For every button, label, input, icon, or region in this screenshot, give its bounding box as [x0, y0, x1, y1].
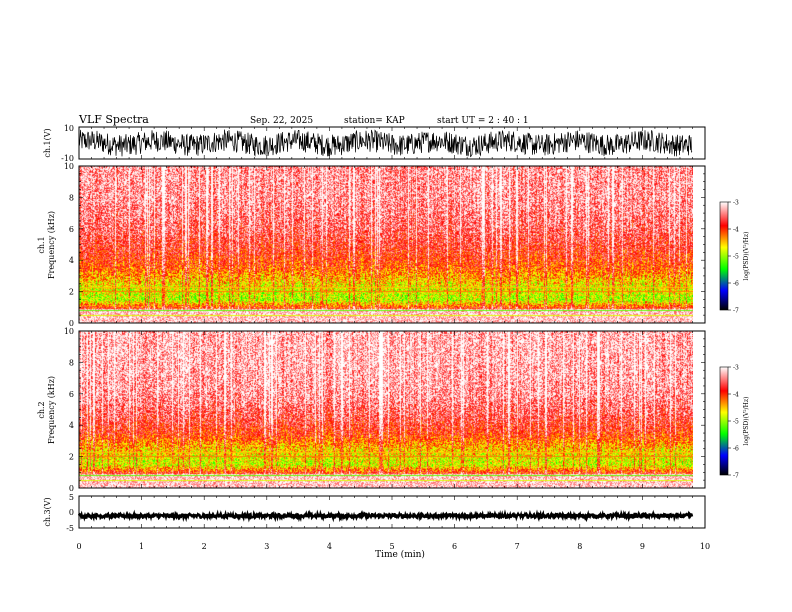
colorbar-tick-label: -4	[733, 392, 739, 399]
ch1-waveform-ylabel: ch.1(V)	[43, 128, 52, 157]
y-tick-label: 0	[69, 484, 74, 493]
ch1-spec-yticks: 0 2 4 6 8 10	[64, 162, 705, 328]
ch2-spectrogram-image	[79, 331, 693, 488]
colorbar-tick-label: -5	[733, 254, 739, 261]
y-tick-label: 0	[69, 319, 74, 328]
ch2-spec-yticks: 0 2 4 6 8 10	[64, 327, 705, 493]
colorbar-ch1-scale	[719, 201, 729, 311]
ch3-waveform-ylabel: ch.3(V)	[43, 497, 52, 526]
y-tick-label: 4	[69, 256, 74, 265]
time-axis: 0 1 2 3 4 5 6 7 8 9 10	[76, 127, 710, 551]
colorbar-ch2: -3 -4 -5 -6 -7 log(PSD)(V²/Hz)	[719, 365, 750, 480]
colorbar-tick-label: -5	[733, 419, 739, 426]
colorbar-ch1: -3 -4 -5 -6 -7 log(PSD)(V²/Hz)	[719, 200, 750, 315]
colorbar-ch2-scale	[719, 366, 729, 476]
y-tick-label: 8	[69, 358, 74, 367]
ch1-spec-ylabel-channel: ch.1	[37, 236, 46, 253]
panel-ch1-waveform: 10 -10 ch.1(V)	[43, 124, 706, 163]
x-tick-label: 4	[327, 542, 332, 551]
station-label: station= KAP	[344, 116, 405, 126]
ch1-ytick-bottom: -10	[61, 154, 74, 163]
colorbar-ch1-label: log(PSD)(V²/Hz)	[743, 232, 750, 281]
ch2-spec-ylabel-channel: ch.2	[37, 401, 46, 418]
x-tick-label: 3	[264, 542, 269, 551]
ch3-ytick-mid: 0	[69, 508, 74, 517]
colorbar-tick-label: -7	[733, 473, 739, 480]
x-tick-label: 6	[452, 542, 457, 551]
y-tick-label: 2	[69, 288, 74, 297]
ch1-spectrogram-image	[79, 166, 693, 323]
colorbar-tick-label: -6	[733, 446, 739, 453]
start-time-label: start UT = 2 : 40 : 1	[437, 116, 529, 126]
ch3-ytick-top: 5	[69, 493, 74, 502]
x-tick-label: 5	[389, 542, 394, 551]
x-tick-label: 8	[577, 542, 582, 551]
panel-ch2-spectrogram: 0 2 4 6 8 10 ch.2 Frequency (kHz)	[37, 327, 706, 493]
y-tick-label: 10	[64, 327, 74, 336]
colorbar-ch2-ticks: -3 -4 -5 -6 -7	[728, 365, 739, 480]
y-tick-label: 6	[69, 225, 74, 234]
ch2-spec-ylabel-freq: Frequency (kHz)	[47, 376, 56, 444]
time-axis-label: Time (min)	[375, 549, 425, 560]
colorbar-ch1-ticks: -3 -4 -5 -6 -7	[728, 200, 739, 315]
x-tick-label: 0	[76, 542, 81, 551]
ch1-waveform-line	[78, 129, 693, 158]
x-tick-label: 1	[139, 542, 144, 551]
ch1-spec-ylabel-freq: Frequency (kHz)	[47, 211, 56, 279]
ch3-waveform-frame	[78, 495, 706, 529]
x-tick-label: 2	[202, 542, 207, 551]
panel-ch1-spectrogram: 0 2 4 6 8 10 ch.1 Frequency (kHz)	[37, 162, 706, 328]
y-tick-label: 10	[64, 162, 74, 171]
colorbar-tick-label: -7	[733, 308, 739, 315]
ch3-waveform-line	[77, 509, 694, 523]
y-tick-label: 6	[69, 390, 74, 399]
colorbar-tick-label: -3	[733, 200, 739, 207]
x-tick-label: 9	[640, 542, 645, 551]
y-tick-label: 4	[69, 421, 74, 430]
colorbar-tick-label: -4	[733, 227, 739, 234]
colorbar-tick-label: -3	[733, 365, 739, 372]
y-tick-label: 2	[69, 453, 74, 462]
colorbar-tick-label: -6	[733, 281, 739, 288]
ch1-ytick-top: 10	[64, 124, 74, 133]
x-tick-label: 10	[700, 542, 710, 551]
figure-title: VLF Spectra	[78, 113, 149, 126]
y-tick-label: 8	[69, 193, 74, 202]
date-label: Sep. 22, 2025	[250, 116, 313, 126]
colorbar-ch2-label: log(PSD)(V²/Hz)	[743, 397, 750, 446]
panel-ch3-waveform: 5 0 -5 ch.3(V)	[43, 493, 706, 533]
x-tick-label: 7	[515, 542, 520, 551]
ch3-ytick-bottom: -5	[66, 524, 74, 533]
